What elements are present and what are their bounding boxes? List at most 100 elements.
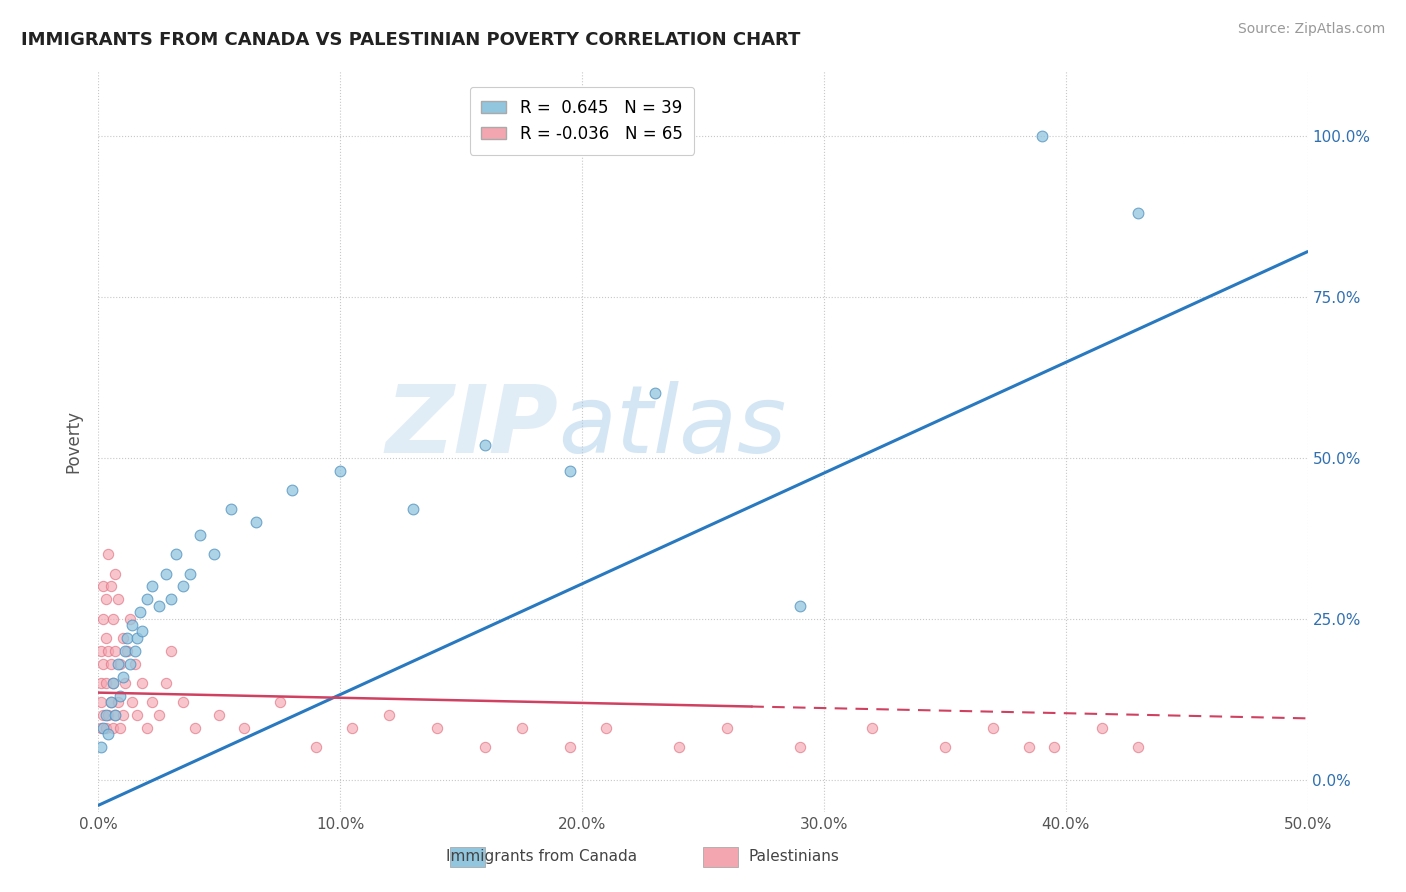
Point [155,566,177,581]
Point [131,624,153,639]
Point [305,740,328,755]
Point [108,721,131,735]
Point [101,676,124,690]
Point [172,579,194,593]
Point [342,721,364,735]
Point [104,708,127,723]
Point [117,644,139,658]
Point [1128,206,1150,220]
Point [789,740,811,755]
Point [1031,128,1053,143]
Point [148,708,170,723]
Point [107,695,129,709]
Point [377,708,399,723]
Point [245,515,267,529]
Point [644,386,666,401]
Point [111,631,134,645]
Point [97,708,120,723]
Point [135,592,157,607]
Point [131,676,153,690]
Point [141,695,163,709]
Point [474,438,496,452]
Point [558,463,581,477]
Point [281,483,304,497]
Point [94,676,117,690]
Point [104,708,127,723]
Point [94,592,117,607]
Point [172,695,194,709]
Point [981,721,1004,735]
Point [100,579,122,593]
Point [860,721,883,735]
Point [91,611,114,625]
Point [90,740,112,755]
Text: Source: ZipAtlas.com: Source: ZipAtlas.com [1237,22,1385,37]
Point [90,676,112,690]
Point [165,547,187,561]
Point [208,708,231,723]
Point [90,695,112,709]
Point [1091,721,1114,735]
Point [104,566,127,581]
Point [128,605,150,619]
Point [789,599,811,613]
Point [97,644,120,658]
Point [108,689,131,703]
Point [97,727,120,741]
Point [121,618,143,632]
Point [117,631,139,645]
Text: Immigrants from Canada: Immigrants from Canada [446,849,637,863]
Point [114,644,136,658]
Point [114,676,136,690]
Point [100,695,122,709]
Point [1128,740,1150,755]
Point [426,721,449,735]
Point [155,676,177,690]
Point [127,708,149,723]
Point [204,547,226,561]
Point [510,721,533,735]
Point [100,695,122,709]
Point [100,657,122,671]
Point [127,631,149,645]
Point [91,708,114,723]
Point [118,657,141,671]
Point [94,631,117,645]
Bar [703,847,738,867]
Point [184,721,207,735]
Point [141,579,163,593]
Point [160,592,183,607]
Point [101,676,124,690]
Point [188,528,211,542]
Point [232,721,254,735]
Point [595,721,617,735]
Text: IMMIGRANTS FROM CANADA VS PALESTINIAN POVERTY CORRELATION CHART: IMMIGRANTS FROM CANADA VS PALESTINIAN PO… [21,31,800,49]
Point [121,695,143,709]
Point [558,740,581,755]
Point [101,611,124,625]
Bar [450,847,485,867]
Point [160,644,183,658]
Point [91,721,114,735]
Point [1018,740,1040,755]
Point [474,740,496,755]
Point [148,599,170,613]
Point [94,708,117,723]
Text: Palestinians: Palestinians [749,849,839,863]
Point [668,740,690,755]
Point [124,657,146,671]
Point [104,644,127,658]
Point [107,657,129,671]
Point [108,657,131,671]
Point [221,502,243,516]
Point [111,669,134,683]
Point [101,721,124,735]
Legend: R =  0.645   N = 39, R = -0.036   N = 65: R = 0.645 N = 39, R = -0.036 N = 65 [470,87,695,155]
Point [91,579,114,593]
Point [124,644,146,658]
Text: atlas: atlas [558,381,786,472]
Point [934,740,956,755]
Point [91,657,114,671]
Point [269,695,291,709]
Point [118,611,141,625]
